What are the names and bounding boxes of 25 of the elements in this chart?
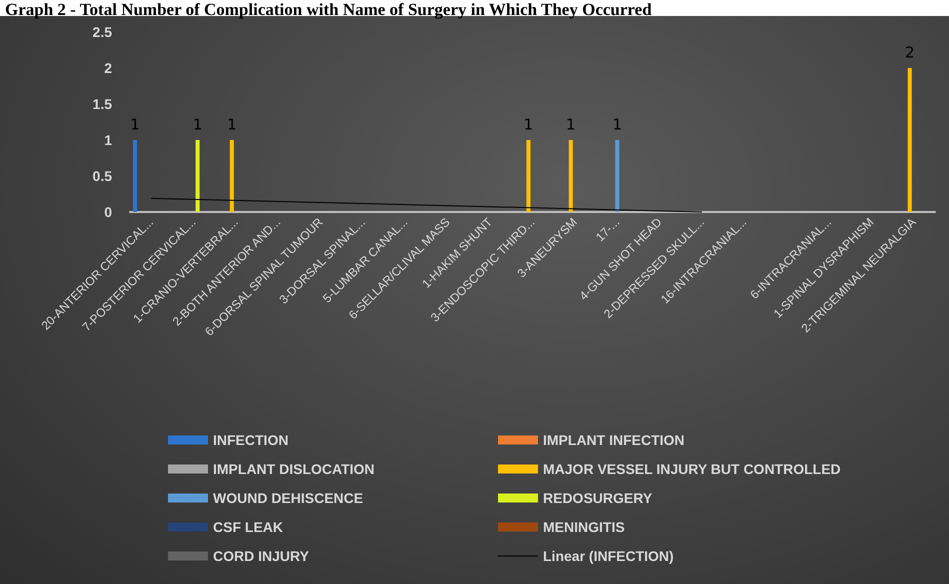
data-label: 1 — [612, 116, 622, 134]
y-tick-label: 2.5 — [92, 24, 112, 40]
data-label: 1 — [524, 116, 534, 134]
legend-label: MENINGITIS — [543, 519, 625, 535]
legend-label: IMPLANT DISLOCATION — [213, 461, 375, 477]
legend-label: MAJOR VESSEL INJURY BUT CONTROLLED — [543, 461, 841, 477]
legend-label: CSF LEAK — [213, 519, 283, 535]
x-tick-label: 17-... — [592, 215, 622, 244]
data-label: 1 — [227, 116, 237, 134]
chart-title: Graph 2 - Total Number of Complication with Name of Surgery in Which They Occurred — [5, 0, 652, 19]
legend-label: REDOSURGERY — [543, 490, 653, 506]
y-tick-label: 2 — [104, 60, 112, 76]
y-tick-label: 0 — [104, 204, 112, 220]
y-tick-label: 0.5 — [92, 168, 112, 184]
y-tick-label: 1.5 — [92, 96, 112, 112]
legend-label: WOUND DEHISCENCE — [213, 490, 364, 506]
data-label: 1 — [566, 116, 576, 134]
legend-label: CORD INJURY — [213, 548, 310, 564]
legend-label: IMPLANT INFECTION — [543, 432, 685, 448]
legend-label: INFECTION — [213, 432, 288, 448]
y-tick-label: 1 — [104, 132, 112, 148]
data-label: 2 — [904, 44, 915, 62]
legend-label: Linear (INFECTION) — [543, 548, 674, 564]
data-label: 1 — [130, 116, 140, 134]
data-label: 1 — [192, 116, 202, 134]
